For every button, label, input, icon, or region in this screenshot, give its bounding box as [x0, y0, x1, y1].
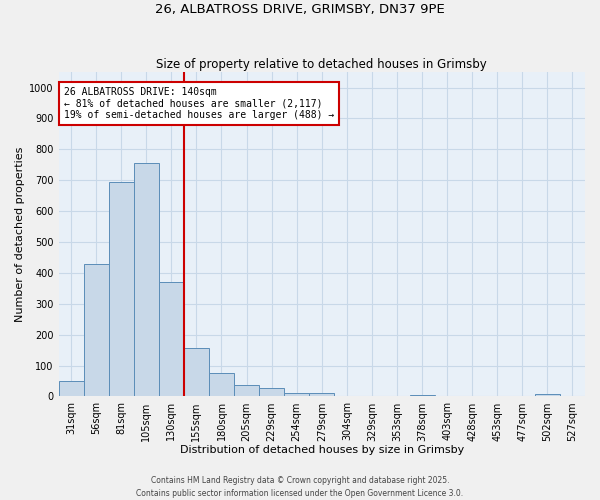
- Bar: [184, 348, 209, 397]
- Text: 26, ALBATROSS DRIVE, GRIMSBY, DN37 9PE: 26, ALBATROSS DRIVE, GRIMSBY, DN37 9PE: [155, 2, 445, 16]
- Text: Contains HM Land Registry data © Crown copyright and database right 2025.
Contai: Contains HM Land Registry data © Crown c…: [136, 476, 464, 498]
- Bar: [83, 264, 109, 396]
- Y-axis label: Number of detached properties: Number of detached properties: [15, 146, 25, 322]
- Bar: [309, 394, 334, 396]
- Bar: [234, 384, 259, 396]
- Bar: [159, 282, 184, 397]
- Bar: [284, 393, 309, 396]
- Title: Size of property relative to detached houses in Grimsby: Size of property relative to detached ho…: [157, 58, 487, 71]
- Bar: [259, 388, 284, 396]
- Bar: [109, 182, 134, 396]
- X-axis label: Distribution of detached houses by size in Grimsby: Distribution of detached houses by size …: [179, 445, 464, 455]
- Bar: [134, 164, 159, 396]
- Bar: [209, 374, 234, 396]
- Text: 26 ALBATROSS DRIVE: 140sqm
← 81% of detached houses are smaller (2,117)
19% of s: 26 ALBATROSS DRIVE: 140sqm ← 81% of deta…: [64, 87, 334, 120]
- Bar: [535, 394, 560, 396]
- Bar: [410, 395, 434, 396]
- Bar: [59, 381, 83, 396]
